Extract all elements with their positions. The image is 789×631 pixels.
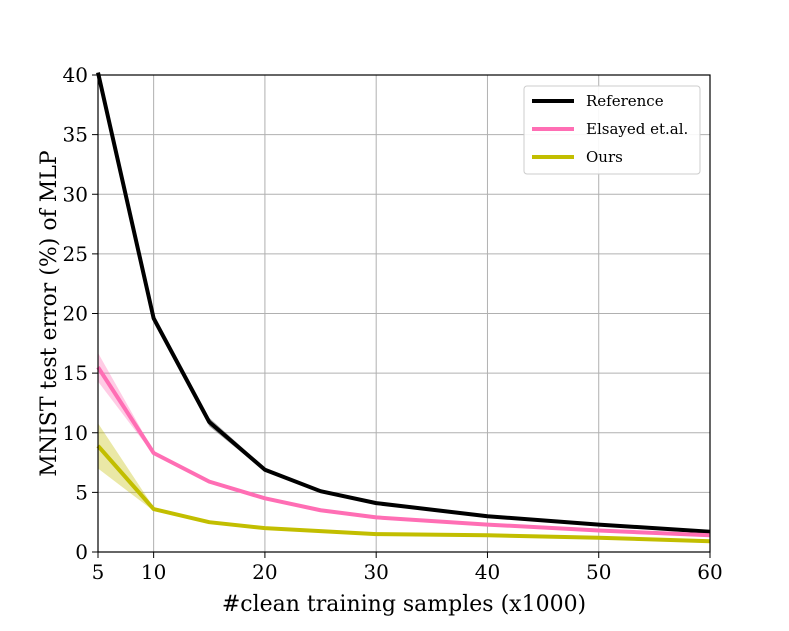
y-tick-label: 30	[63, 182, 88, 206]
x-tick-label: 20	[252, 560, 277, 584]
y-tick-label: 0	[75, 540, 88, 564]
legend-box	[523, 85, 701, 175]
y-tick-label: 35	[63, 123, 88, 147]
y-tick-label: 5	[75, 480, 88, 504]
x-tick-label: 30	[363, 560, 388, 584]
y-tick-label: 40	[63, 63, 88, 87]
y-tick-label: 25	[63, 242, 88, 266]
legend-label-0: Reference	[586, 92, 664, 110]
x-tick-label: 60	[697, 560, 722, 584]
y-tick-label: 10	[63, 421, 88, 445]
series-line-0	[96, 72, 711, 534]
x-axis-title: #clean training samples (x1000)	[222, 592, 586, 617]
legend-label-1: Elsayed et.al.	[586, 120, 688, 138]
x-tick-label: 10	[141, 560, 166, 584]
y-tick-label: 15	[63, 361, 88, 385]
x-tick-label: 50	[586, 560, 611, 584]
x-tick-label: 5	[92, 560, 105, 584]
y-axis-title: MNIST test error (%) of MLP	[37, 150, 62, 477]
series-lines	[96, 72, 711, 544]
x-tick-label: 40	[475, 560, 500, 584]
y-tick-label: 20	[63, 302, 88, 326]
band-1	[98, 352, 710, 536]
legend: Reference Elsayed et.al. Ours	[523, 85, 701, 175]
series-line-2	[96, 444, 711, 544]
legend-label-2: Ours	[586, 148, 623, 166]
series-line-1	[96, 366, 711, 538]
